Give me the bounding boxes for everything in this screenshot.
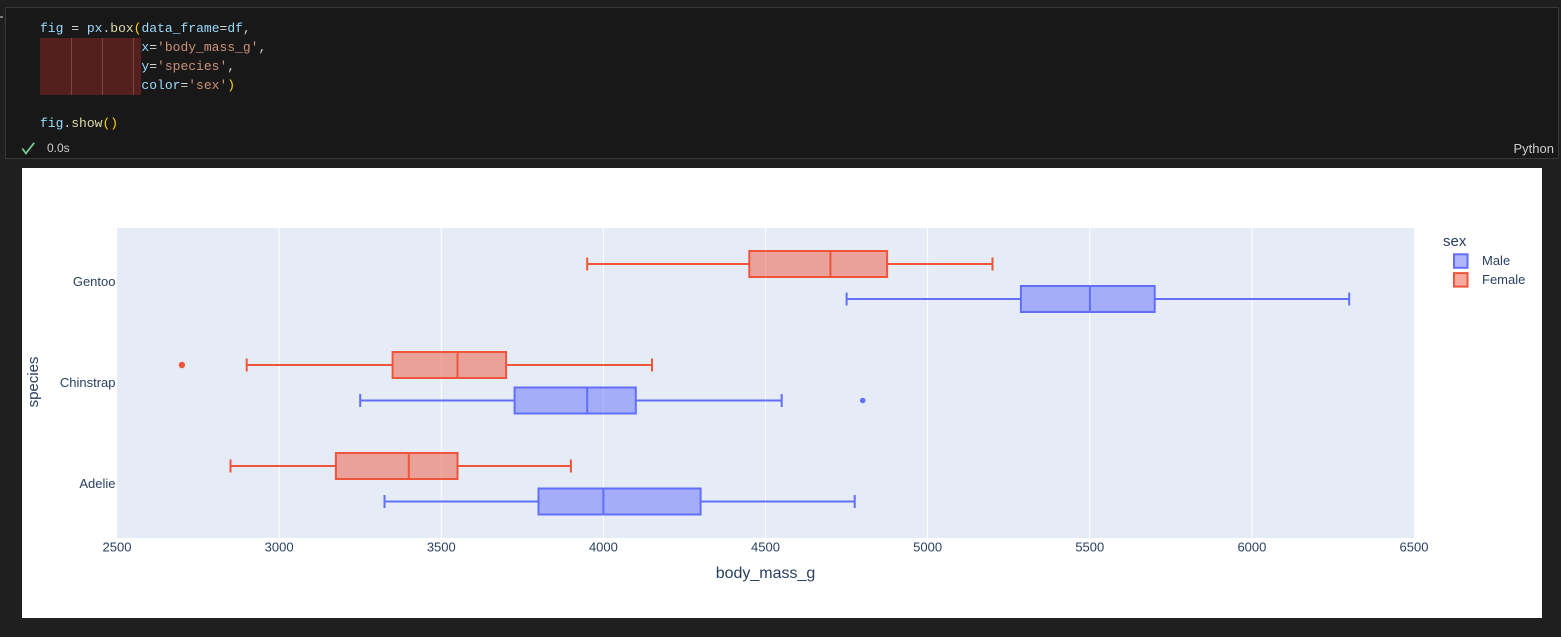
svg-text:6000: 6000 <box>1237 540 1266 555</box>
svg-text:4000: 4000 <box>589 540 618 555</box>
svg-text:3000: 3000 <box>265 540 294 555</box>
svg-text:Adelie: Adelie <box>79 476 115 491</box>
svg-text:body_mass_g: body_mass_g <box>716 565 816 582</box>
svg-text:Male: Male <box>1482 253 1510 268</box>
svg-text:species: species <box>25 357 42 408</box>
svg-text:sex: sex <box>1443 233 1467 250</box>
svg-text:5000: 5000 <box>913 540 942 555</box>
svg-text:4500: 4500 <box>751 540 780 555</box>
svg-text:2500: 2500 <box>103 540 132 555</box>
svg-text:Female: Female <box>1482 272 1525 287</box>
svg-text:Gentoo: Gentoo <box>73 274 116 289</box>
svg-text:Chinstrap: Chinstrap <box>60 375 116 390</box>
svg-text:5500: 5500 <box>1075 540 1104 555</box>
svg-text:6500: 6500 <box>1400 540 1429 555</box>
svg-text:3500: 3500 <box>427 540 456 555</box>
